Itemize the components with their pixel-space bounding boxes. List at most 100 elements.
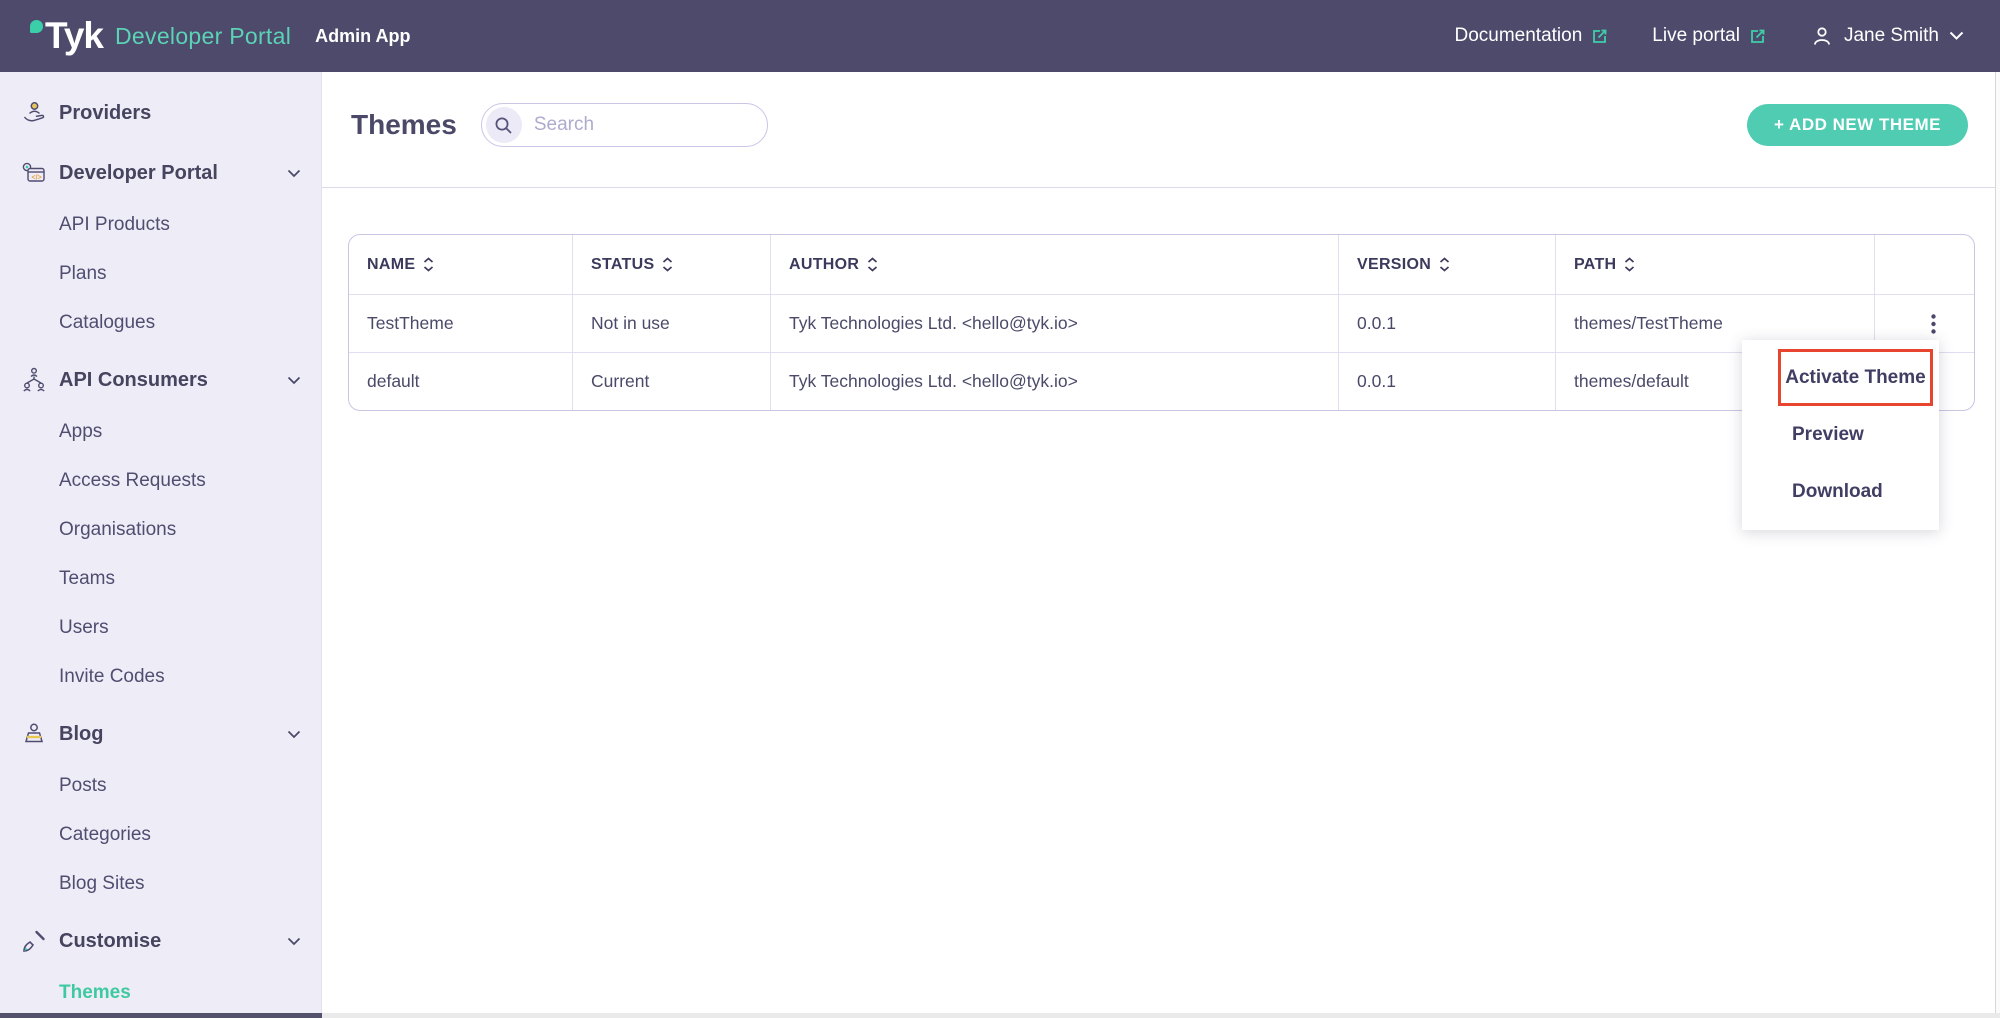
topbar-right: Documentation Live portal <box>1454 24 1964 48</box>
column-header-name[interactable]: NAME <box>367 256 572 274</box>
sidebar-item-apps[interactable]: Apps <box>0 407 321 456</box>
sidebar-item-catalogues[interactable]: Catalogues <box>0 298 321 347</box>
external-link-icon <box>1591 28 1608 45</box>
sidebar-item-label: Catalogues <box>59 311 156 333</box>
sidebar-item-blog-sites[interactable]: Blog Sites <box>0 859 321 908</box>
menu-item-label: Download <box>1792 480 1883 502</box>
sidebar-item-label: Developer Portal <box>59 161 218 184</box>
customise-icon <box>20 927 48 955</box>
column-label: VERSION <box>1357 255 1432 273</box>
sort-icon <box>868 257 878 272</box>
column-header-status[interactable]: STATUS <box>591 256 770 274</box>
sidebar-item-label: Posts <box>59 774 107 796</box>
column-header-path[interactable]: PATH <box>1574 256 1874 274</box>
cell-name: TestTheme <box>349 294 572 352</box>
sidebar-item-developer-portal[interactable]: </> Developer Portal <box>0 146 321 200</box>
chevron-down-icon <box>287 937 301 946</box>
api-consumers-icon <box>20 366 48 394</box>
blog-icon <box>20 720 48 748</box>
live-portal-link-label: Live portal <box>1652 25 1740 46</box>
sidebar-item-label: API Consumers <box>59 368 208 391</box>
sidebar-item-providers[interactable]: Providers <box>0 86 321 140</box>
sidebar: Providers </> Developer Portal API Pro <box>0 72 322 1018</box>
developer-portal-icon: </> <box>20 159 48 187</box>
menu-item-download[interactable]: Download <box>1742 463 1939 520</box>
column-label: AUTHOR <box>789 255 860 273</box>
external-link-icon <box>1749 28 1766 45</box>
chevron-down-icon <box>287 376 301 385</box>
cell-version: 0.0.1 <box>1338 294 1555 352</box>
sidebar-item-api-products[interactable]: API Products <box>0 200 321 249</box>
logo-subtitle: Developer Portal <box>115 22 292 49</box>
sidebar-item-label: Teams <box>59 567 115 589</box>
sidebar-item-label: Categories <box>59 823 151 845</box>
sidebar-item-posts[interactable]: Posts <box>0 761 321 810</box>
cell-author: Tyk Technologies Ltd. <hello@tyk.io> <box>770 294 1338 352</box>
sidebar-item-api-consumers[interactable]: API Consumers <box>0 353 321 407</box>
sort-icon <box>1440 257 1450 272</box>
tyk-logo-text: Tyk <box>45 15 104 56</box>
sort-icon <box>663 257 673 272</box>
sidebar-item-label: Users <box>59 616 109 638</box>
tyk-leaf-icon <box>30 19 43 33</box>
header-divider <box>322 187 2000 188</box>
column-label: PATH <box>1574 255 1617 273</box>
vertical-scrollbar[interactable] <box>1995 72 2000 1013</box>
sidebar-item-plans[interactable]: Plans <box>0 249 321 298</box>
sidebar-item-users[interactable]: Users <box>0 603 321 652</box>
live-portal-link[interactable]: Live portal <box>1652 25 1766 47</box>
table-row-testtheme: TestTheme Not in use Tyk Technologies Lt… <box>349 294 1974 352</box>
app-label: Admin App <box>315 25 411 46</box>
sidebar-item-teams[interactable]: Teams <box>0 554 321 603</box>
menu-item-label: Preview <box>1792 423 1864 445</box>
sidebar-item-access-requests[interactable]: Access Requests <box>0 456 321 505</box>
menu-item-preview[interactable]: Preview <box>1742 406 1939 463</box>
page-title: Themes <box>351 109 457 140</box>
documentation-link-label: Documentation <box>1454 25 1583 46</box>
add-new-theme-button[interactable]: + ADD NEW THEME <box>1747 104 1968 146</box>
table-row-default: default Current Tyk Technologies Ltd. <h… <box>349 352 1974 410</box>
brand: Tyk Developer Portal Admin App <box>30 15 410 57</box>
sidebar-item-blog[interactable]: Blog <box>0 707 321 761</box>
cell-status: Not in use <box>572 294 770 352</box>
sidebar-item-themes[interactable]: Themes <box>0 968 321 1017</box>
sidebar-item-label: Apps <box>59 420 103 442</box>
window-bottom-edge <box>322 1013 2000 1018</box>
sidebar-item-organisations[interactable]: Organisations <box>0 505 321 554</box>
cell-path: themes/default <box>1555 352 1874 410</box>
column-header-version[interactable]: VERSION <box>1357 256 1555 274</box>
chevron-down-icon <box>287 169 301 178</box>
sidebar-item-label: Invite Codes <box>59 665 165 687</box>
sidebar-item-label: API Products <box>59 213 170 235</box>
sidebar-item-label: Themes <box>59 981 131 1003</box>
page-head: Themes + ADD NEW THEME <box>322 72 2000 148</box>
search-box[interactable] <box>480 103 768 147</box>
sidebar-item-label: Blog <box>59 722 104 745</box>
svg-text:</>: </> <box>32 175 42 182</box>
sidebar-item-customise[interactable]: Customise <box>0 914 321 968</box>
menu-item-activate-theme[interactable]: Activate Theme <box>1778 349 1933 406</box>
column-header-author[interactable]: AUTHOR <box>789 256 1338 274</box>
kebab-menu-icon[interactable] <box>1921 308 1946 340</box>
cell-author: Tyk Technologies Ltd. <hello@tyk.io> <box>770 352 1338 410</box>
sidebar-item-label: Blog Sites <box>59 872 145 894</box>
sidebar-item-label: Plans <box>59 262 107 284</box>
theme-actions-menu: Activate Theme Preview Download <box>1742 340 1939 530</box>
user-icon <box>1810 24 1834 48</box>
user-name: Jane Smith <box>1843 25 1939 46</box>
search-icon <box>485 107 522 143</box>
sidebar-bottom-edge <box>0 1013 322 1018</box>
menu-item-label: Activate Theme <box>1785 366 1926 388</box>
sidebar-item-label: Organisations <box>59 518 177 540</box>
main-content: Themes + ADD NEW THEME <box>322 72 2000 1018</box>
sidebar-item-label: Providers <box>59 101 152 124</box>
sidebar-item-invite-codes[interactable]: Invite Codes <box>0 652 321 701</box>
sidebar-item-categories[interactable]: Categories <box>0 810 321 859</box>
user-menu[interactable]: Jane Smith <box>1810 24 1964 48</box>
cell-version: 0.0.1 <box>1338 352 1555 410</box>
themes-table: NAME STATUS AUTHOR VERSION <box>348 234 1975 411</box>
cell-status: Current <box>572 352 770 410</box>
search-input[interactable] <box>533 114 744 136</box>
documentation-link[interactable]: Documentation <box>1454 25 1608 47</box>
menu-item-activate-theme-wrapper: Activate Theme <box>1742 340 1939 406</box>
